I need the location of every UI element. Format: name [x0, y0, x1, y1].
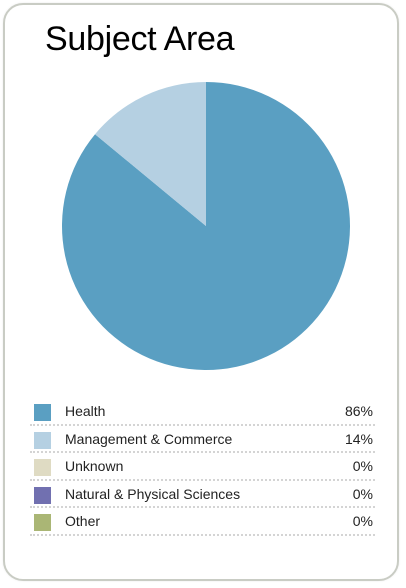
legend-label: Natural & Physical Sciences: [65, 485, 241, 502]
legend-swatch: [34, 459, 51, 476]
pie-chart: [61, 82, 351, 370]
legend-swatch: [34, 404, 51, 421]
legend-value: 86%: [344, 403, 373, 419]
legend-value: 0%: [352, 458, 373, 474]
legend-label: Unknown: [65, 458, 124, 474]
legend-swatch: [34, 431, 51, 449]
pie-slice-health: [61, 82, 351, 370]
legend-swatch: [34, 486, 51, 504]
legend-label: Other: [65, 513, 101, 529]
legend-item-management-commerce: Management & Commerce 14%: [30, 426, 375, 453]
legend-label: Health: [65, 403, 106, 419]
chart-legend: Health 86% Management & Commerce 14% Unk…: [30, 398, 375, 536]
legend-value: 14%: [344, 430, 373, 447]
chart-title: Subject Area: [45, 20, 235, 58]
legend-item-other: Other 0%: [30, 508, 375, 536]
legend-value: 0%: [352, 485, 373, 502]
legend-item-natural-physical-sciences: Natural & Physical Sciences 0%: [30, 481, 375, 508]
legend-item-unknown: Unknown 0%: [30, 453, 375, 481]
pie-slice-management-commerce: [95, 82, 206, 226]
legend-value: 0%: [352, 513, 373, 529]
legend-swatch: [34, 514, 51, 531]
legend-item-health: Health 86%: [30, 398, 375, 426]
legend-label: Management & Commerce: [65, 430, 233, 447]
